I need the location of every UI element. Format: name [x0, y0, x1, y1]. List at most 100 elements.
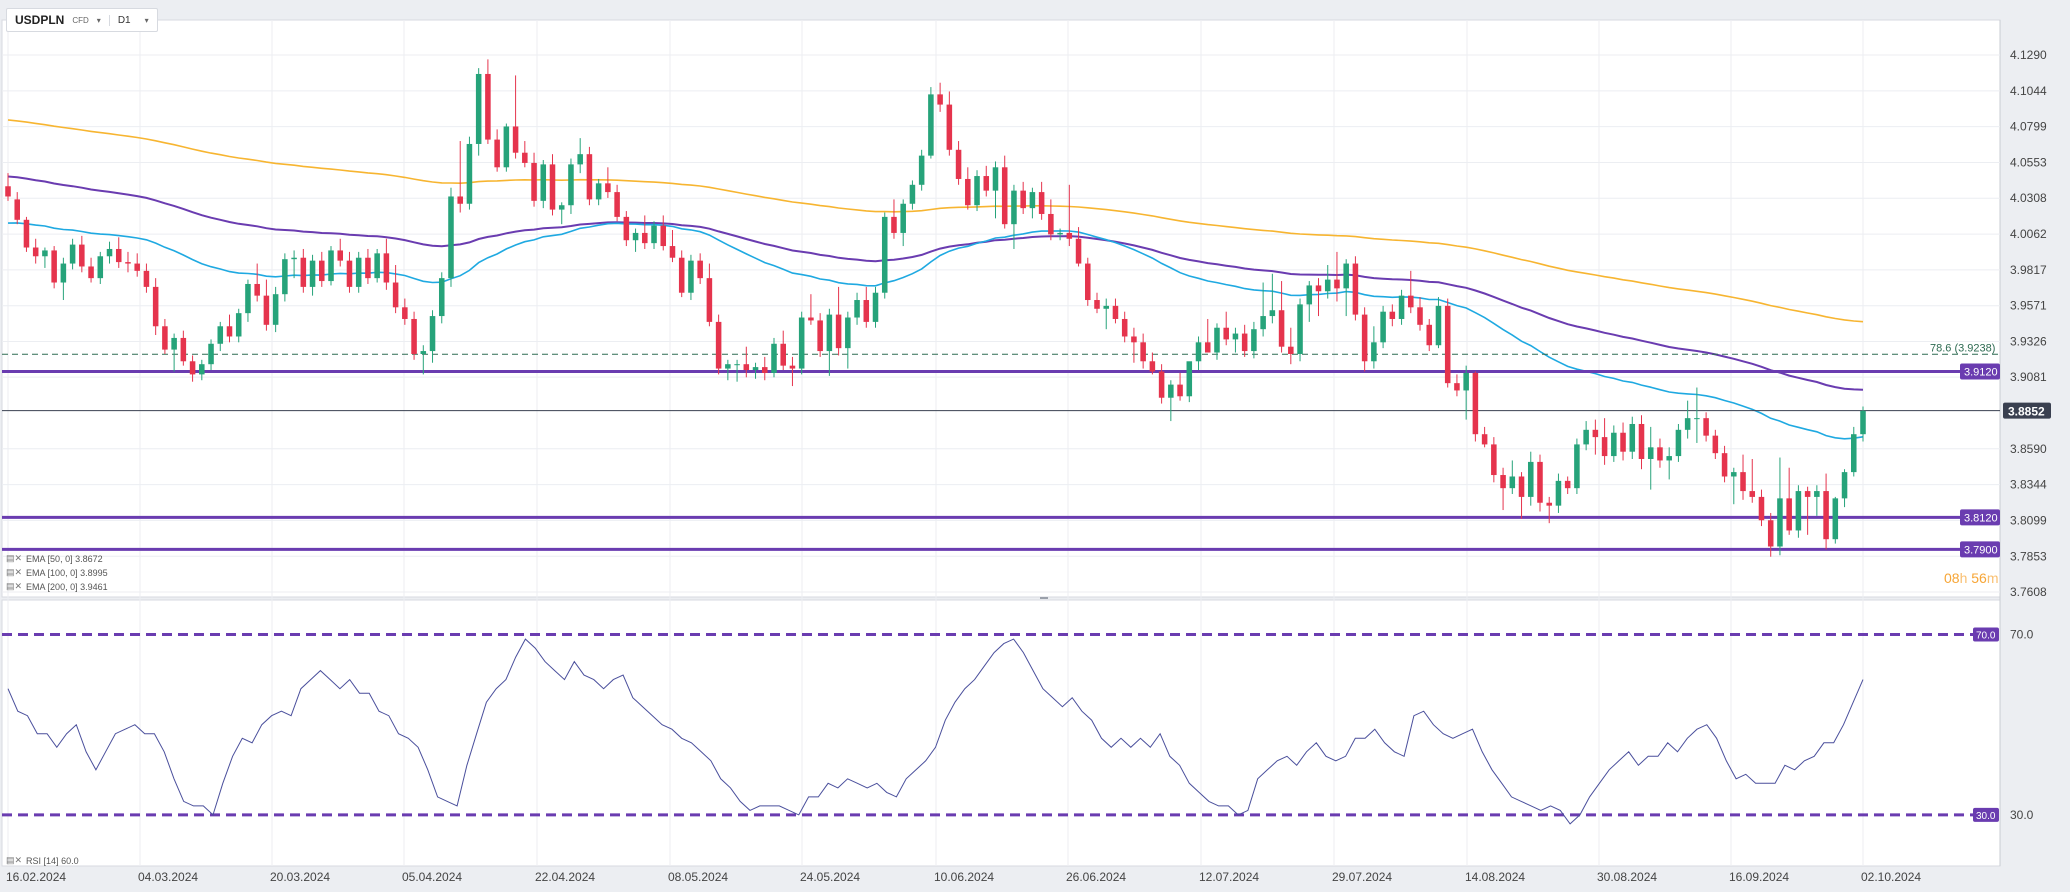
candle-down — [125, 262, 131, 264]
level-label-text: 3.8120 — [1964, 512, 1998, 524]
candle-down — [937, 94, 943, 105]
candle-up — [854, 300, 860, 318]
candle-up — [69, 244, 76, 264]
level-lines: 78.6 (3.9238) 3.9120 3.8120 3.7900 3.8852 — [2, 342, 2051, 558]
candle-down — [143, 270, 150, 287]
candle-down — [1758, 496, 1765, 521]
candle-down — [1592, 429, 1599, 438]
date-tick-label: 16.02.2024 — [6, 870, 66, 884]
date-tick-label: 10.06.2024 — [934, 870, 994, 884]
symbol-dropdown-icon[interactable]: ▾ — [96, 15, 101, 25]
candle-up — [1694, 418, 1700, 420]
candle-down — [1721, 453, 1728, 477]
price-tick-label: 3.9326 — [2010, 334, 2047, 348]
price-tick-label: 3.9571 — [2010, 299, 2047, 313]
candle-down — [1352, 263, 1359, 315]
legend-ema200[interactable]: ▤✕ EMA [200, 0] 3.9461 — [6, 581, 108, 592]
candle-down — [1712, 435, 1719, 454]
candle-down — [1288, 346, 1294, 354]
candle-down — [789, 365, 796, 369]
candle-down — [392, 282, 399, 308]
candle-down — [1546, 502, 1552, 506]
symbol-type-badge: CFD — [72, 15, 89, 25]
candle-up — [1777, 498, 1783, 547]
date-tick-label: 02.10.2024 — [1861, 870, 1921, 884]
candle-down — [531, 162, 537, 201]
candle-up — [1214, 327, 1220, 353]
candle-up — [1195, 342, 1202, 362]
candle-up — [734, 364, 740, 366]
candle-up — [1186, 361, 1193, 397]
candle-up — [992, 167, 999, 191]
candle-up — [60, 263, 67, 283]
candle-up — [688, 260, 694, 293]
price-tick-label: 3.8590 — [2010, 442, 2047, 456]
rsi-pane — [1, 599, 2001, 867]
candle-down — [1158, 371, 1165, 398]
candle-down — [1804, 491, 1811, 497]
legend-ema50[interactable]: ▤✕ EMA [50, 0] 3.8672 — [6, 553, 103, 564]
candle-down — [32, 247, 39, 257]
price-axis: 4.1290 4.1044 4.0799 4.0553 4.0308 4.0062 3.98… — [2010, 48, 2047, 599]
candle-down — [835, 314, 842, 349]
last-price-badge — [2003, 402, 2051, 419]
candle-up — [918, 155, 925, 185]
candle-down — [411, 318, 417, 354]
candle-down — [1638, 423, 1645, 459]
candle-up — [438, 278, 445, 317]
candle-down — [1177, 384, 1183, 397]
candle-up — [1297, 304, 1303, 354]
candle-down — [1223, 327, 1229, 340]
candle-down — [678, 257, 685, 293]
candle-countdown: 08h 56m — [1944, 570, 1999, 586]
indicator-settings-icon[interactable]: ▤✕ — [6, 581, 23, 591]
candle-up — [448, 196, 454, 279]
candle-down — [1749, 491, 1756, 497]
candle-up — [1860, 410, 1866, 435]
ema50-line — [7, 222, 1864, 440]
indicator-settings-icon[interactable]: ▤✕ — [6, 855, 23, 865]
candle-up — [199, 364, 205, 375]
candle-up — [1435, 305, 1442, 346]
candle-down — [319, 260, 325, 282]
candle-up — [309, 260, 316, 287]
candle-up — [1509, 476, 1516, 489]
date-tick-label: 20.03.2024 — [270, 870, 330, 884]
candle-up — [245, 283, 251, 314]
indicator-settings-icon[interactable]: ▤✕ — [6, 567, 23, 577]
candle-up — [466, 143, 473, 204]
date-tick-label: 05.04.2024 — [402, 870, 462, 884]
candle-down — [642, 232, 648, 244]
fib-level-label: 78.6 (3.9238) — [1930, 342, 1995, 354]
indicator-settings-icon[interactable]: ▤✕ — [6, 553, 23, 563]
candle-up — [1629, 423, 1636, 452]
candle-down — [1472, 372, 1479, 435]
timeframe-select[interactable]: D1 ▾ — [108, 14, 149, 26]
candle-up — [1168, 384, 1174, 398]
candle-down — [1620, 432, 1626, 452]
candle-up — [1647, 447, 1654, 459]
symbol-name[interactable]: USDPLN — [15, 13, 65, 27]
rsi-axis-label: 30.0 — [2010, 808, 2034, 822]
candle-up — [928, 94, 934, 156]
candle-down — [134, 263, 140, 271]
candle-up — [1583, 429, 1589, 445]
legend-rsi[interactable]: ▤✕ RSI [14] 60.0 — [6, 855, 79, 866]
candle-down — [623, 216, 630, 241]
candle-up — [1380, 311, 1386, 343]
candle-up — [540, 164, 547, 201]
legend-ema100[interactable]: ▤✕ EMA [100, 0] 3.8995 — [6, 567, 108, 578]
timeframe-dropdown-icon[interactable]: ▾ — [144, 15, 149, 25]
legend-rsi-label: RSI [14] 60.0 — [26, 855, 79, 866]
candle-down — [512, 126, 519, 153]
candle-down — [983, 176, 990, 191]
candle-up — [1611, 432, 1617, 457]
date-tick-label: 08.05.2024 — [668, 870, 728, 884]
candle-up — [1731, 472, 1737, 477]
candle-up — [1260, 316, 1266, 330]
candle-down — [549, 164, 556, 210]
price-tick-label: 4.0062 — [2010, 227, 2047, 241]
price-tick-label: 4.0799 — [2010, 120, 2047, 134]
candle-down — [614, 192, 620, 217]
